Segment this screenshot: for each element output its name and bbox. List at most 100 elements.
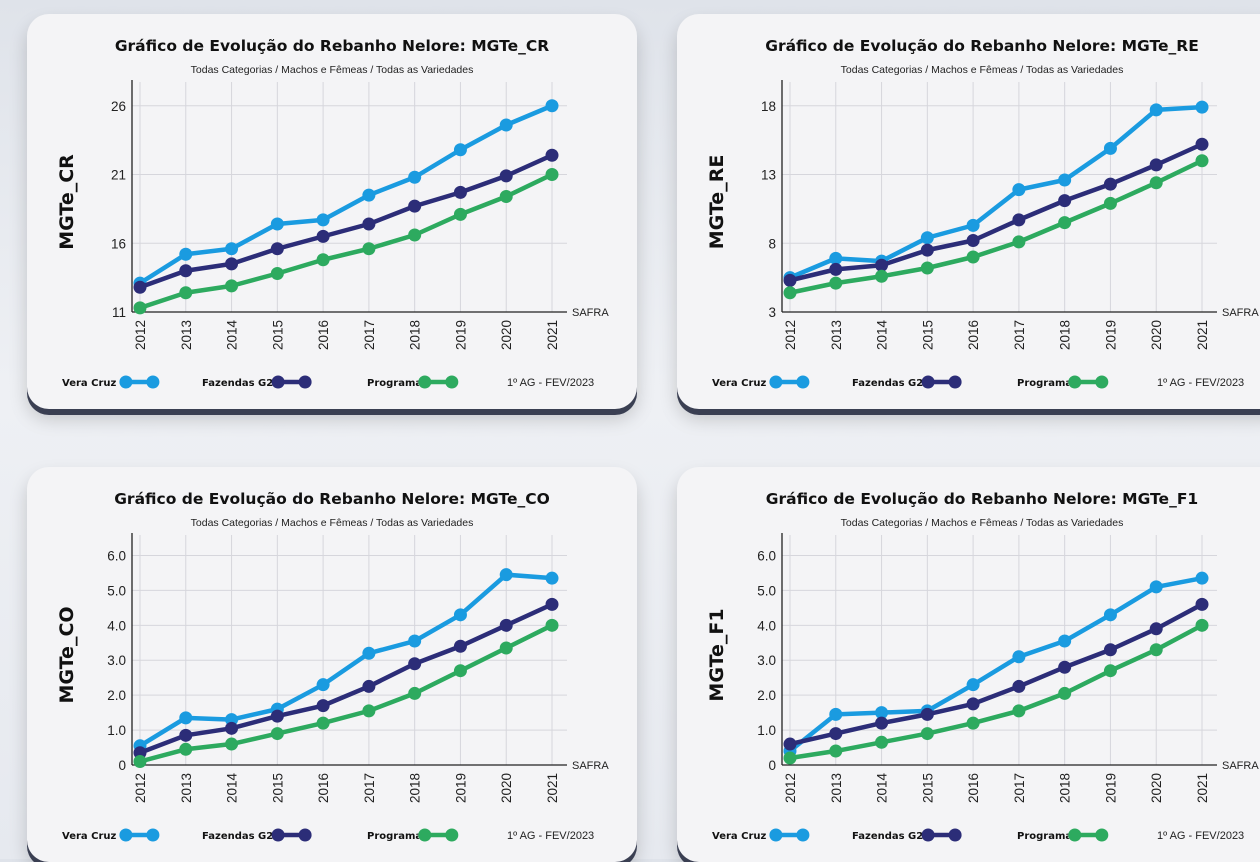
data-point: [1058, 194, 1072, 208]
x-tick-label: 2020: [1149, 320, 1164, 350]
x-tick-label: 2019: [1103, 773, 1118, 803]
y-tick-label: 4.0: [757, 618, 776, 633]
y-tick-label: 3: [768, 305, 776, 320]
legend-label: Fazendas G2: [852, 378, 923, 389]
x-axis-label: SAFRA: [1222, 307, 1259, 319]
x-tick-label: 2020: [1149, 773, 1164, 803]
x-tick-label: 2014: [225, 773, 240, 804]
data-point: [1103, 608, 1117, 622]
data-point: [453, 143, 467, 157]
legend-label: Programa: [1017, 831, 1072, 842]
data-point: [316, 253, 330, 267]
x-tick-label: 2018: [1058, 320, 1073, 350]
chart-title: Gráfico de Evolução do Rebanho Nelore: M…: [115, 37, 549, 55]
data-point: [829, 744, 843, 758]
data-point: [499, 618, 513, 632]
legend-marker: [769, 828, 783, 842]
data-point: [545, 99, 559, 113]
data-point: [1103, 643, 1117, 657]
data-point: [408, 657, 422, 671]
legend-marker: [445, 828, 459, 842]
footer-label: 1º AG - FEV/2023: [1157, 830, 1244, 842]
data-point: [829, 251, 843, 265]
data-point: [362, 188, 376, 202]
data-point: [1149, 622, 1163, 636]
data-point: [1195, 154, 1209, 168]
series-line: [139, 602, 553, 755]
chart-svg: Gráfico de Evolução do Rebanho Nelore: M…: [56, 490, 609, 842]
x-tick-label: 2019: [453, 320, 468, 350]
data-point: [225, 737, 239, 751]
data-point: [1058, 634, 1072, 648]
x-tick-label: 2012: [133, 773, 148, 803]
y-tick-label: 26: [111, 99, 126, 114]
data-point: [829, 727, 843, 741]
chart-subtitle: Todas Categorias / Machos e Fêmeas / Tod…: [841, 517, 1124, 529]
x-tick-label: 2021: [545, 773, 560, 803]
chart-title: Gráfico de Evolução do Rebanho Nelore: M…: [114, 490, 550, 508]
legend-marker: [796, 375, 810, 389]
data-point: [408, 170, 422, 184]
x-tick-label: 2013: [829, 320, 844, 350]
data-point: [179, 247, 193, 261]
data-point: [545, 168, 559, 181]
y-tick-label: 3.0: [757, 653, 776, 668]
legend-marker: [146, 375, 160, 389]
y-tick-label: 5.0: [757, 583, 776, 598]
data-point: [179, 711, 193, 725]
legend-label: Vera Cruz: [62, 831, 117, 842]
legend-marker: [1095, 828, 1109, 842]
chart-svg: Gráfico de Evolução do Rebanho Nelore: M…: [56, 37, 609, 389]
legend-label: Vera Cruz: [712, 831, 767, 842]
data-point: [362, 217, 376, 231]
y-tick-label: 1.0: [757, 723, 776, 738]
x-tick-label: 2015: [270, 773, 285, 803]
data-point: [545, 597, 559, 611]
data-point: [920, 231, 934, 245]
data-point: [499, 568, 513, 582]
y-tick-label: 0: [118, 758, 126, 773]
data-point: [1149, 643, 1163, 657]
x-tick-label: 2013: [179, 320, 194, 350]
series-line: [139, 153, 553, 290]
footer-label: 1º AG - FEV/2023: [507, 377, 594, 389]
chart-svg: Gráfico de Evolução do Rebanho Nelore: M…: [706, 490, 1259, 842]
x-tick-label: 2013: [829, 773, 844, 803]
legend-marker: [298, 375, 312, 389]
data-point: [875, 706, 889, 720]
data-point: [408, 228, 422, 242]
series-line: [789, 623, 1204, 761]
data-point: [270, 267, 284, 280]
data-point: [133, 301, 147, 315]
data-point: [1195, 100, 1209, 114]
x-tick-label: 2014: [875, 773, 890, 804]
chart-subtitle: Todas Categorias / Machos e Fêmeas / Tod…: [191, 517, 474, 529]
x-tick-label: 2018: [1058, 773, 1073, 803]
data-point: [966, 716, 980, 730]
data-point: [1012, 650, 1026, 664]
x-axis-label: SAFRA: [572, 307, 609, 319]
data-point: [499, 641, 513, 655]
data-point: [783, 751, 797, 765]
x-tick-label: 2015: [920, 773, 935, 803]
data-point: [270, 709, 284, 723]
legend-marker: [1095, 375, 1109, 389]
chart-card-mgte-co: Gráfico de Evolução do Rebanho Nelore: M…: [27, 467, 637, 862]
data-point: [875, 258, 889, 272]
x-tick-label: 2017: [1012, 773, 1027, 803]
y-tick-label: 13: [761, 168, 776, 183]
legend-label: Programa: [367, 378, 422, 389]
x-tick-label: 2016: [316, 773, 331, 803]
data-point: [316, 229, 330, 243]
data-point: [875, 735, 889, 749]
data-point: [783, 737, 797, 751]
chart-title: Gráfico de Evolução do Rebanho Nelore: M…: [765, 37, 1199, 55]
data-point: [362, 646, 376, 660]
data-point: [408, 199, 422, 213]
legend-label: Programa: [367, 831, 422, 842]
series-line: [789, 602, 1204, 747]
data-point: [408, 686, 422, 700]
y-tick-label: 0: [768, 758, 776, 773]
legend-marker: [418, 828, 432, 842]
data-point: [829, 707, 843, 721]
